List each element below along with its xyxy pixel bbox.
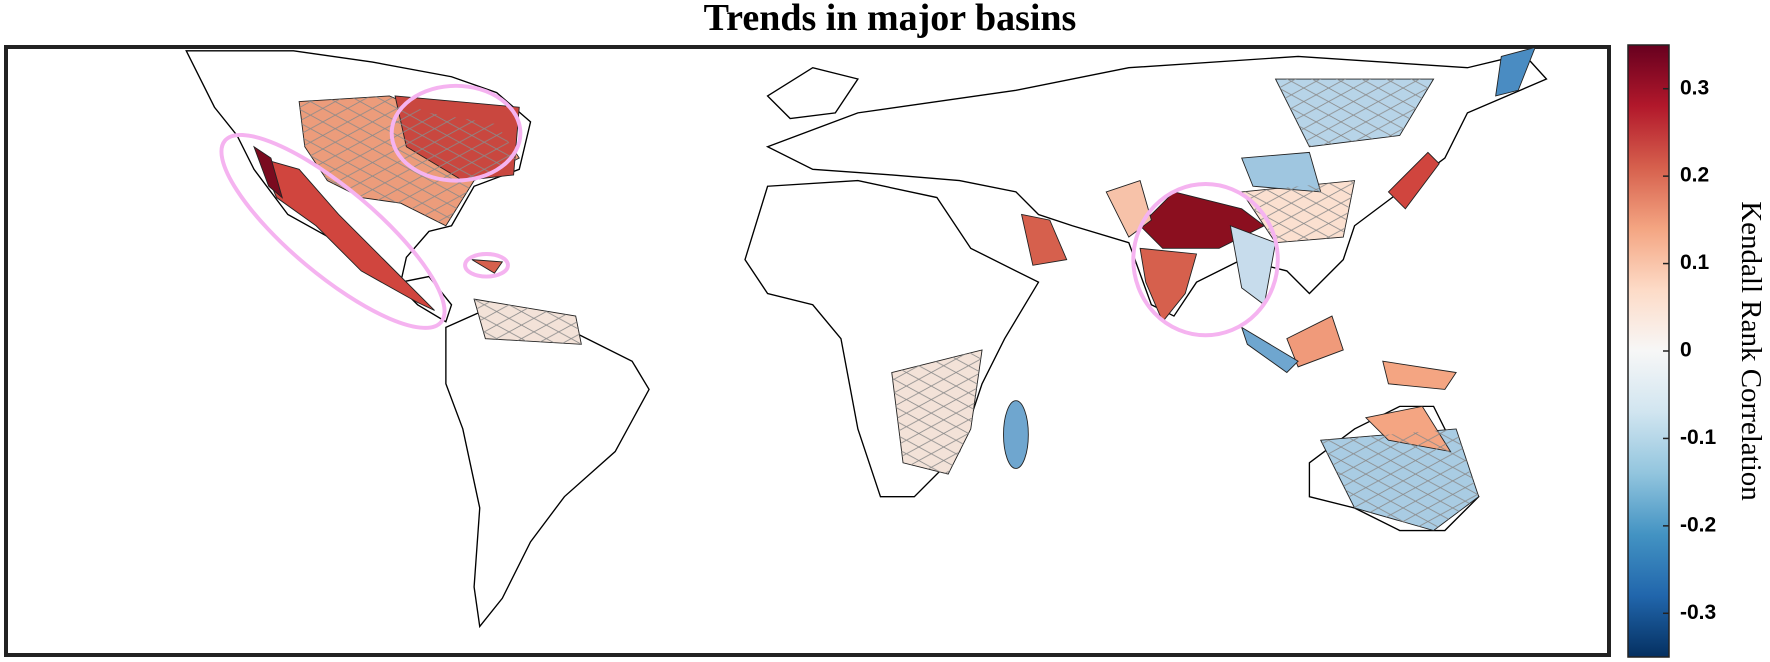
- colorbar-tick-label: -0.2: [1680, 513, 1716, 536]
- basin: [1382, 360, 1457, 390]
- chart-title: Trends in major basins: [704, 0, 1077, 39]
- highlight-ring: [219, 132, 447, 330]
- hatching: [299, 79, 1479, 531]
- basin: [1003, 400, 1029, 469]
- colorbar-tick-label: 0.1: [1680, 251, 1710, 274]
- highlight-ring: [1131, 182, 1280, 338]
- highlight-ring: [389, 83, 523, 183]
- colorbar-tick-label: -0.3: [1680, 601, 1716, 624]
- basin: [471, 259, 504, 274]
- colorbar-tick-label: 0.3: [1680, 76, 1709, 99]
- colorbar-tick-label: 0: [1680, 339, 1692, 362]
- map: [185, 46, 1548, 629]
- south-america: [445, 304, 650, 629]
- basin: [1020, 213, 1068, 266]
- basin: [253, 145, 284, 199]
- basin: [258, 157, 435, 311]
- basin: [1495, 46, 1536, 97]
- colorbar-label: Kendall Rank Correlation: [1735, 201, 1767, 501]
- colorbar: -0.3 -0.2 -0.1 0 0.1 0.2 0.3: [1627, 44, 1717, 658]
- basin: [1387, 151, 1440, 210]
- colorbar-tick-label: 0.2: [1680, 164, 1709, 187]
- highlight-ring: [463, 252, 510, 279]
- basin: [1240, 326, 1299, 374]
- basin: [1139, 247, 1198, 323]
- colorbar-ramp: [1627, 44, 1670, 658]
- basin: [1286, 315, 1344, 368]
- greenland: [766, 67, 859, 120]
- colorbar-tick-label: -0.1: [1680, 426, 1717, 449]
